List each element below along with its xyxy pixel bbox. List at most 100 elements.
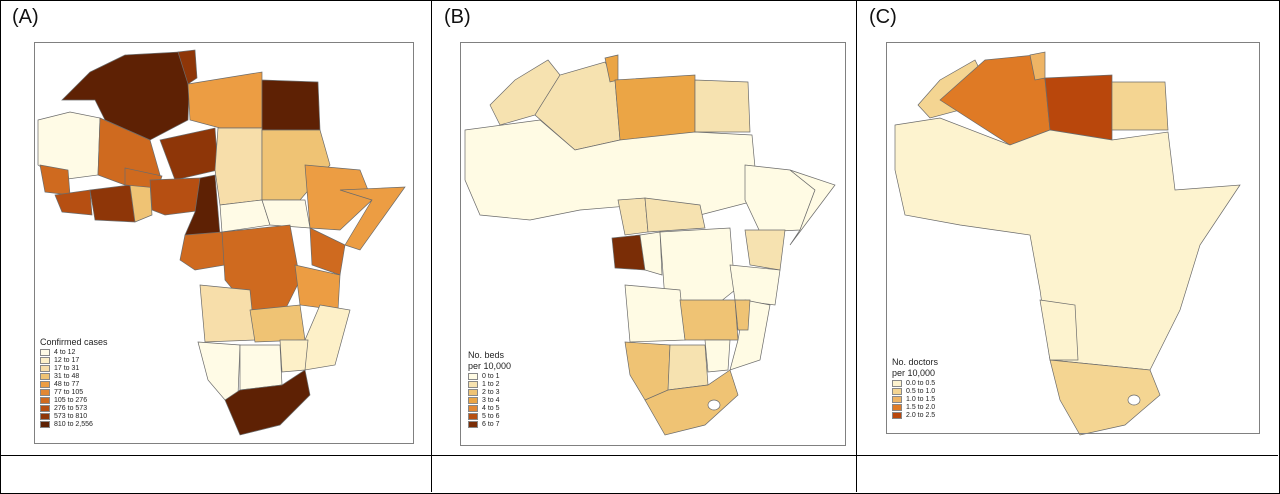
panel-divider-1 (431, 1, 432, 492)
legend-row: 0.0 to 0.5 (892, 379, 938, 387)
legend-a: Confirmed cases 4 to 12 12 to 17 17 to 31 3… (40, 337, 108, 428)
legend-row: 48 to 77 (40, 380, 108, 388)
legend-swatch (468, 396, 478, 404)
region-sahel-b (464, 119, 759, 221)
legend-swatch (40, 364, 50, 372)
legend-label: 0.5 to 1.0 (906, 387, 936, 395)
legend-row: 77 to 105 (40, 388, 108, 396)
legend-swatch (468, 388, 478, 396)
africa-map-c (894, 51, 1241, 436)
legend-swatch (40, 356, 50, 364)
legend-swatch (40, 396, 50, 404)
region-malawi-b (734, 299, 751, 331)
legend-swatch (40, 372, 50, 380)
legend-swatch (892, 387, 902, 395)
africa-map-a (37, 49, 406, 436)
legend-c: No. doctors per 10,000 0.0 to 0.5 0.5 to … (892, 357, 938, 419)
legend-swatch (40, 420, 50, 428)
legend-row: 4 to 12 (40, 348, 108, 356)
region-rest-north-c (894, 117, 1241, 371)
legend-swatch (892, 403, 902, 411)
region-somalia-b (789, 169, 836, 246)
bottom-divider-line (1, 455, 1278, 456)
map-box-a-outline (34, 42, 414, 444)
legend-row: 0.5 to 1.0 (892, 387, 938, 395)
panel-label-b: (B) (444, 6, 471, 28)
legend-title-b: No. beds (468, 350, 505, 360)
legend-title-c: No. doctors (892, 357, 939, 367)
region-south-africa-a (224, 369, 311, 436)
legend-swatch (40, 380, 50, 388)
region-egypt-b (694, 79, 751, 133)
legend-row: 276 to 573 (40, 404, 108, 412)
region-car-b (644, 197, 706, 233)
legend-row: 5 to 6 (468, 412, 511, 420)
legend-row: 105 to 276 (40, 396, 108, 404)
region-gabon-congo-a (179, 231, 226, 271)
legend-row: 0 to 1 (468, 372, 511, 380)
panel-label-a: (A) (12, 6, 39, 28)
region-tanzania-b (729, 264, 781, 306)
panel-label-c: (C) (869, 6, 897, 28)
region-namibia-c (1039, 299, 1079, 361)
africa-map-b (464, 54, 836, 436)
map-box-c (886, 42, 1260, 434)
region-guinea-a (54, 189, 93, 216)
legend-label: 31 to 48 (54, 372, 80, 380)
legend-label: 810 to 2,556 (54, 420, 93, 428)
region-south-africa-b (644, 369, 739, 436)
region-nigeria-a (149, 177, 206, 216)
legend-label: 0.0 to 0.5 (906, 379, 936, 387)
legend-row: 3 to 4 (468, 396, 511, 404)
legend-row: 6 to 7 (468, 420, 511, 428)
legend-swatch (40, 412, 50, 420)
legend-subtitle-b: per 10,000 (468, 361, 512, 371)
legend-swatch (40, 404, 50, 412)
region-congo-b (639, 231, 663, 276)
lesotho-b (707, 399, 721, 411)
legend-row: 31 to 48 (40, 372, 108, 380)
legend-label: 48 to 77 (54, 380, 80, 388)
legend-label: 2.0 to 2.5 (906, 411, 936, 419)
legend-rows-a: 4 to 12 12 to 17 17 to 31 31 to 48 48 to 77 7… (40, 348, 108, 428)
legend-row: 810 to 2,556 (40, 420, 108, 428)
legend-row: 17 to 31 (40, 364, 108, 372)
lesotho-c (1127, 394, 1141, 406)
region-zimbabwe-b (704, 339, 731, 373)
legend-title-a: Confirmed cases (40, 337, 108, 347)
legend-swatch (40, 388, 50, 396)
legend-swatch (468, 372, 478, 380)
region-egypt-c (1111, 81, 1169, 131)
legend-row: 573 to 810 (40, 412, 108, 420)
legend-label: 12 to 17 (54, 356, 80, 364)
legend-swatch (892, 411, 902, 419)
legend-row: 4 to 5 (468, 404, 511, 412)
legend-swatch (468, 380, 478, 388)
region-mozambique-a (304, 304, 351, 371)
legend-swatch (892, 395, 902, 403)
legend-label: 17 to 31 (54, 364, 80, 372)
legend-label: 6 to 7 (482, 420, 500, 428)
region-tunisia-a (177, 49, 198, 85)
legend-subtitle-c: per 10,000 (892, 368, 936, 378)
legend-label: 4 to 12 (54, 348, 76, 356)
region-southern-c (1049, 359, 1161, 436)
legend-label: 2 to 3 (482, 388, 500, 396)
legend-label: 5 to 6 (482, 412, 500, 420)
panel-divider-2 (856, 1, 857, 492)
legend-swatch (468, 404, 478, 412)
legend-row: 2 to 3 (468, 388, 511, 396)
legend-row: 1 to 2 (468, 380, 511, 388)
legend-row: 1.0 to 1.5 (892, 395, 938, 403)
region-mozambique-b (729, 299, 771, 371)
legend-label: 1.0 to 1.5 (906, 395, 936, 403)
legend-rows-c: 0.0 to 0.5 0.5 to 1.0 1.0 to 1.5 1.5 to 2.0… (892, 379, 938, 419)
legend-row: 12 to 17 (40, 356, 108, 364)
legend-label: 573 to 810 (54, 412, 88, 420)
legend-swatch (468, 420, 478, 428)
legend-label: 105 to 276 (54, 396, 88, 404)
region-ethiopia-a (304, 164, 373, 231)
legend-label: 276 to 573 (54, 404, 88, 412)
